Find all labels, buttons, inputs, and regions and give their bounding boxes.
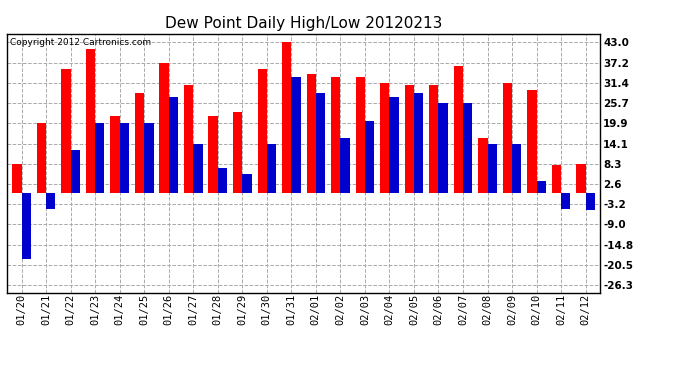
Bar (291, 77, 301, 193)
Bar (144, 123, 154, 193)
Bar (586, 193, 595, 210)
Bar (316, 93, 325, 193)
Text: Copyright 2012 Cartronics.com: Copyright 2012 Cartronics.com (10, 38, 151, 46)
Bar (355, 77, 365, 193)
Bar (193, 144, 203, 193)
Bar (233, 112, 242, 193)
Bar (414, 93, 423, 193)
Bar (12, 164, 21, 193)
Bar (37, 123, 46, 193)
Bar (70, 150, 80, 193)
Bar (306, 74, 316, 193)
Bar (527, 90, 537, 193)
Bar (429, 85, 438, 193)
Bar (561, 193, 571, 208)
Bar (389, 97, 399, 193)
Bar (404, 85, 414, 193)
Title: Dew Point Daily High/Low 20120213: Dew Point Daily High/Low 20120213 (165, 16, 442, 31)
Bar (340, 138, 350, 193)
Bar (478, 138, 488, 193)
Bar (503, 83, 512, 193)
Bar (86, 50, 95, 193)
Bar (453, 66, 463, 193)
Bar (184, 85, 193, 193)
Bar (282, 42, 291, 193)
Bar (159, 63, 169, 193)
Bar (169, 97, 178, 193)
Bar (46, 193, 55, 208)
Bar (61, 69, 70, 193)
Bar (365, 121, 374, 193)
Bar (380, 83, 389, 193)
Bar (552, 165, 561, 193)
Bar (135, 93, 144, 193)
Bar (488, 144, 497, 193)
Bar (21, 193, 31, 259)
Bar (218, 168, 227, 193)
Bar (257, 69, 267, 193)
Bar (110, 116, 119, 193)
Bar (537, 181, 546, 193)
Bar (267, 144, 276, 193)
Bar (242, 174, 252, 193)
Bar (463, 103, 472, 193)
Bar (576, 164, 586, 193)
Bar (438, 103, 448, 193)
Bar (208, 116, 218, 193)
Bar (512, 144, 522, 193)
Bar (119, 123, 129, 193)
Bar (331, 77, 340, 193)
Bar (95, 123, 104, 193)
